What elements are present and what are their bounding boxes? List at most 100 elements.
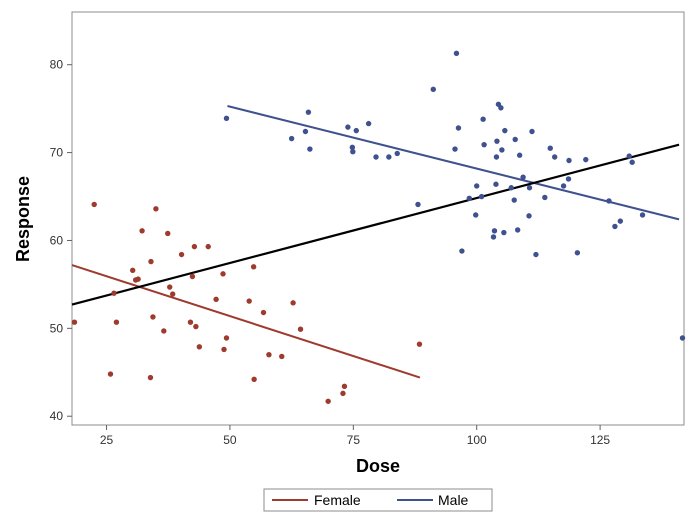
male-point — [574, 250, 581, 256]
female-point — [187, 319, 194, 325]
female-point — [205, 243, 211, 250]
female-point — [325, 398, 331, 404]
male-point — [547, 145, 553, 151]
male-point — [679, 335, 686, 341]
y-tick-label: 60 — [50, 233, 64, 247]
male-point — [526, 213, 532, 219]
y-axis: 40 50 60 70 80 — [50, 58, 72, 423]
male-point — [511, 197, 517, 203]
male-point — [466, 195, 473, 201]
male-point — [455, 125, 462, 131]
legend-label-female: Female — [314, 492, 361, 508]
y-axis-label: Response — [13, 176, 33, 262]
female-point — [221, 346, 227, 353]
female-point — [246, 298, 252, 304]
male-point — [386, 154, 392, 160]
female-point — [213, 296, 219, 303]
female-point — [153, 206, 159, 212]
legend-box — [263, 488, 493, 512]
female-point — [416, 341, 423, 347]
female-point — [266, 352, 272, 358]
x-tick-label: 75 — [347, 433, 361, 447]
male-point — [394, 150, 400, 157]
male-point — [516, 152, 523, 158]
male-point — [529, 128, 535, 135]
male-point — [349, 144, 356, 151]
male-point — [498, 105, 504, 111]
male-point — [474, 183, 480, 189]
x-tick-label: 125 — [590, 433, 610, 447]
male-point — [617, 218, 624, 224]
y-tick-label: 50 — [50, 321, 64, 335]
male-point — [612, 223, 618, 230]
male-point — [481, 141, 487, 148]
male-point — [639, 212, 646, 218]
x-tick-label: 50 — [223, 433, 237, 447]
female-point — [290, 300, 296, 306]
female-point — [147, 374, 154, 381]
legend: Female Male — [263, 488, 493, 512]
male-point — [490, 234, 497, 240]
female-point — [297, 326, 304, 332]
male-point — [499, 147, 505, 153]
male-point — [302, 128, 309, 135]
male-point — [629, 159, 635, 165]
male-point — [365, 120, 372, 127]
male-point — [493, 154, 500, 160]
male-point — [551, 154, 558, 160]
female-point — [111, 290, 117, 296]
male-point — [480, 116, 486, 122]
female-point — [223, 335, 230, 341]
female-point — [260, 309, 267, 316]
y-tick-label: 40 — [50, 409, 64, 423]
male-point — [606, 198, 612, 204]
female-point — [91, 201, 97, 208]
y-tick-label: 80 — [50, 58, 64, 72]
female-point — [107, 371, 114, 377]
female-point — [250, 264, 257, 270]
female-point — [165, 230, 171, 237]
female-point — [148, 258, 154, 265]
overall-fit-line — [71, 143, 680, 306]
y-tick-label: 70 — [50, 146, 64, 160]
female-point — [220, 271, 226, 277]
male-point — [501, 229, 507, 236]
male-point — [493, 181, 499, 187]
male-point — [430, 86, 436, 93]
male-point — [502, 127, 508, 134]
x-tick-label: 100 — [467, 433, 487, 447]
female-point — [193, 323, 199, 330]
plot-frame — [71, 11, 685, 426]
male-point — [305, 109, 312, 115]
male-point — [542, 194, 548, 201]
female-point — [71, 319, 78, 325]
female-point — [279, 353, 285, 360]
male-point — [514, 227, 521, 233]
female-fit-line — [71, 264, 421, 379]
female-point — [135, 276, 141, 282]
male-point — [626, 153, 632, 159]
male-point — [526, 185, 533, 191]
female-point — [178, 251, 185, 258]
x-tick-label: 25 — [100, 433, 114, 447]
female-point — [340, 390, 346, 397]
male-point — [533, 251, 539, 258]
male-point — [288, 135, 295, 142]
female-point — [113, 319, 120, 325]
male-point — [453, 50, 460, 56]
male-point — [350, 149, 356, 155]
male-point — [508, 185, 514, 191]
male-point — [415, 201, 421, 208]
male-point — [566, 157, 572, 164]
x-axis: 25 50 75 100 125 — [100, 425, 610, 447]
data-points — [71, 50, 686, 404]
male-point — [353, 127, 359, 134]
female-point — [161, 328, 167, 334]
female-point — [130, 267, 136, 274]
female-point — [167, 284, 173, 290]
male-point — [565, 176, 572, 182]
male-point — [520, 174, 526, 180]
male-point — [223, 115, 230, 122]
